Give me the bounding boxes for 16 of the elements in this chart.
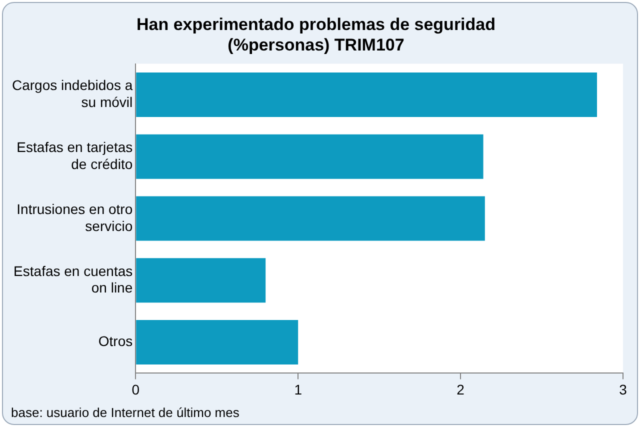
text: base: usuario de Internet de último mes xyxy=(11,405,240,420)
x-tick-label: 3 xyxy=(619,381,628,398)
y-tick-label: Estafas en tarjetas de crédito xyxy=(16,139,133,172)
bar xyxy=(136,196,485,241)
x-tick-label: 2 xyxy=(456,381,465,398)
x-tick-label: 1 xyxy=(294,381,302,398)
bar xyxy=(136,320,298,365)
y-tick-label: Otros xyxy=(98,333,133,350)
bar xyxy=(136,258,266,303)
x-tick-label: 0 xyxy=(132,381,140,398)
y-tick-label: Cargos indebidos a su móvil xyxy=(12,77,133,110)
y-tick-label: Intrusiones en otro servicio xyxy=(16,200,133,234)
bar xyxy=(136,72,598,118)
y-tick-label: Estafas en cuentas on line xyxy=(14,262,133,296)
bar xyxy=(136,134,484,179)
chart-title: Han experimentado problemas de seguridad (%personas) TRIM107 xyxy=(136,14,496,54)
